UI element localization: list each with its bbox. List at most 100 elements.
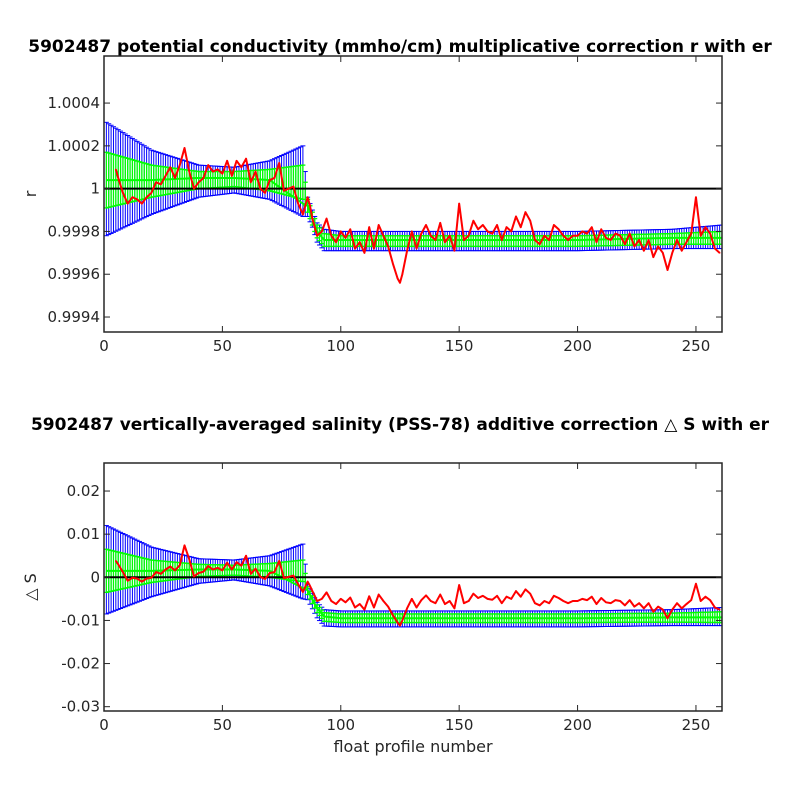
raw-point: [467, 234, 470, 237]
raw-point: [283, 577, 285, 579]
raw-point: [586, 599, 588, 601]
raw-point: [647, 602, 650, 604]
raw-point: [638, 602, 640, 604]
raw-point: [680, 607, 683, 610]
raw-point: [600, 597, 603, 599]
raw-point: [590, 595, 593, 598]
raw-point: [444, 241, 446, 243]
raw-point: [316, 600, 318, 602]
raw-point: [164, 175, 167, 177]
raw-point: [657, 605, 659, 608]
raw-point: [330, 234, 333, 237]
raw-point: [207, 164, 209, 166]
raw-point: [396, 277, 399, 280]
raw-point: [553, 224, 555, 226]
raw-point: [268, 179, 271, 181]
x-tick-label: 50: [213, 337, 232, 355]
x-tick-label: 150: [445, 337, 474, 355]
raw-point: [309, 585, 311, 587]
raw-point: [164, 568, 167, 571]
raw-point: [628, 232, 631, 235]
raw-point: [695, 582, 697, 585]
raw-point: [453, 249, 456, 252]
raw-point: [666, 617, 669, 620]
raw-point: [685, 241, 688, 243]
raw-point: [491, 598, 494, 601]
raw-point: [131, 576, 134, 579]
raw-point: [676, 239, 678, 241]
raw-point: [510, 230, 513, 233]
raw-point: [259, 576, 262, 578]
raw-point: [250, 573, 252, 575]
raw-point: [122, 571, 124, 573]
raw-point: [321, 598, 323, 600]
y-tick-label: 0.9994: [48, 308, 101, 326]
raw-point: [254, 170, 257, 173]
raw-point: [197, 181, 200, 184]
raw-point: [169, 166, 172, 169]
raw-point: [477, 228, 479, 231]
raw-point: [458, 202, 460, 205]
raw-point: [463, 602, 465, 604]
raw-point: [306, 580, 309, 583]
x-axis-label: float profile number: [333, 737, 493, 756]
raw-point: [581, 230, 584, 233]
raw-point: [482, 595, 484, 597]
plot-area: [104, 121, 722, 284]
raw-point: [297, 583, 299, 585]
raw-point: [339, 598, 342, 600]
raw-point: [358, 603, 361, 605]
raw-point: [647, 239, 650, 241]
raw-point: [145, 577, 148, 580]
plot-area: [104, 525, 722, 628]
raw-point: [695, 196, 697, 199]
raw-point: [586, 232, 588, 235]
raw-point: [115, 168, 117, 171]
raw-point: [624, 243, 626, 246]
raw-point: [231, 175, 233, 177]
raw-point: [226, 160, 228, 162]
raw-point: [136, 577, 138, 580]
raw-point: [704, 595, 707, 598]
raw-point: [363, 252, 366, 254]
raw-points: [115, 544, 721, 627]
raw-point: [605, 237, 607, 239]
raw-point: [666, 269, 669, 271]
raw-point: [524, 211, 527, 213]
raw-point: [306, 196, 309, 199]
raw-point: [515, 215, 517, 218]
raw-point: [624, 604, 626, 607]
raw-point: [344, 601, 347, 604]
raw-point: [216, 168, 219, 171]
raw-point: [567, 239, 569, 241]
raw-point: [425, 594, 427, 597]
fit-line: [106, 568, 722, 620]
raw-point: [387, 605, 389, 608]
raw-point: [368, 595, 370, 598]
raw-point: [448, 600, 451, 602]
raw-point: [325, 591, 328, 594]
raw-point: [259, 187, 262, 190]
raw-point: [155, 571, 157, 573]
raw-point: [330, 600, 333, 602]
raw-point: [534, 239, 536, 241]
raw-point: [117, 177, 120, 179]
raw-point: [401, 619, 404, 622]
raw-point: [600, 228, 603, 231]
raw-point: [150, 192, 153, 194]
raw-point: [500, 602, 503, 604]
raw-point: [496, 595, 498, 597]
raw-point: [169, 565, 172, 568]
raw-point: [699, 600, 702, 602]
raw-point: [141, 580, 143, 583]
raw-point: [467, 600, 470, 602]
raw-point: [714, 247, 716, 250]
raw-point: [313, 226, 316, 228]
raw-point: [718, 252, 721, 254]
raw-point: [287, 576, 290, 578]
raw-point: [633, 245, 636, 248]
y-tick-label: -0.01: [61, 611, 100, 629]
raw-point: [321, 230, 323, 233]
raw-point: [472, 592, 475, 595]
raw-point: [690, 599, 693, 601]
